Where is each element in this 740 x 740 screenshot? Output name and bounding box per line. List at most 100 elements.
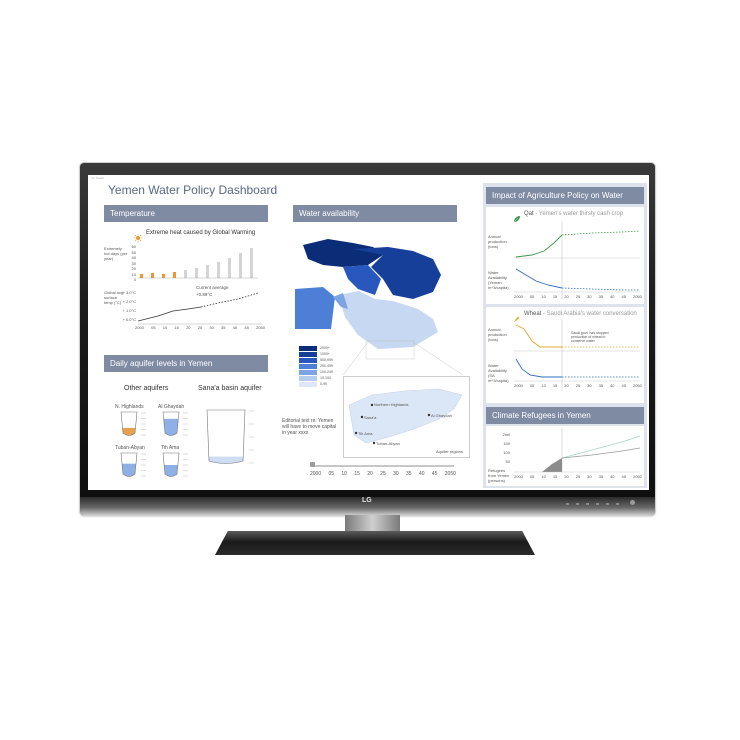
aquifer-gauge-sanaa	[206, 409, 260, 472]
tv-stand-base	[215, 531, 535, 555]
lower-projection	[561, 447, 641, 459]
tick: 30	[587, 474, 592, 479]
tick: 2mil	[502, 432, 510, 437]
bar	[162, 274, 165, 278]
tick: 2000	[514, 383, 523, 388]
aquifer-fill	[121, 463, 137, 477]
sanaa-aquifer-label: Sana'a basin aquifer	[198, 385, 262, 392]
tick: 10	[541, 294, 546, 299]
historic-line	[138, 306, 202, 322]
editorial-note: Editorial text re: Yemen will have to mo…	[282, 418, 337, 436]
bar	[151, 273, 154, 278]
tick: 05	[529, 474, 535, 479]
bar	[228, 258, 231, 278]
tick: 30	[131, 260, 136, 266]
tv-control-button[interactable]	[576, 503, 579, 505]
bar	[195, 268, 198, 278]
tv-control-button[interactable]	[596, 503, 599, 505]
water-map	[295, 239, 441, 349]
map-region	[353, 247, 441, 299]
page-title: Yemen Water Policy Dashboard	[108, 183, 278, 197]
tick: 2000	[135, 325, 144, 330]
water-projection	[561, 287, 640, 291]
wheat-title: Wheat - Saudi Arabia's water conversatio…	[524, 311, 637, 317]
tick: 45	[621, 474, 626, 479]
inset-place-label: Al Ghaydah	[431, 413, 452, 418]
legend-item: 1000+	[299, 351, 333, 357]
bar	[140, 274, 143, 278]
tick: 45	[431, 471, 438, 477]
tick: 20	[564, 383, 569, 388]
water-line	[515, 268, 563, 289]
current-average-value: +0.89°C	[196, 292, 213, 297]
tick: 35	[598, 383, 604, 388]
tick: 40	[131, 255, 136, 260]
wheat-production-label: Annual production (tons)	[488, 327, 507, 342]
tick: 20	[131, 266, 136, 271]
extreme-days-ticks: 60 50 40 30 20 10 0	[126, 244, 136, 283]
tick: 15	[552, 294, 558, 299]
tick: + 1.0°C	[122, 308, 137, 313]
tick: 45	[244, 325, 249, 330]
wheat-chart	[514, 319, 640, 391]
tick: 05	[529, 383, 535, 388]
legend-item: 10-100	[299, 375, 333, 381]
extreme-days-bars	[138, 248, 258, 279]
legend-label: 2000+	[320, 346, 330, 350]
aquifer-fill	[121, 427, 137, 436]
temperature-header: Temperature	[104, 205, 268, 222]
crop-subtitle: - Yemen's water thirsty cash crop	[535, 211, 624, 217]
legend-swatch	[299, 357, 317, 363]
bar	[184, 270, 187, 278]
refugees-x-axis: 2000 05 10 15 20 25 30 35 40 45 2050	[514, 474, 642, 479]
tick: 2050	[632, 474, 642, 479]
tick: 25	[197, 325, 203, 330]
legend-swatch	[299, 351, 317, 357]
legend-label: 250-499	[320, 364, 333, 368]
inset-legend: Aquifer regions	[436, 449, 463, 454]
wheat-x-axis: 2000 05 10 15 20 25 30 35 40 45 2050	[514, 383, 642, 388]
tick: 35	[598, 294, 604, 299]
tick: 2000	[514, 294, 523, 299]
tick: 15	[552, 474, 558, 479]
sun-icon	[134, 229, 142, 242]
inset-place-label: Tuban-Abyan	[376, 441, 400, 446]
tv-control-button[interactable]	[606, 503, 609, 505]
tick: 10	[541, 474, 546, 479]
aquifer-name: Al Ghaydah	[158, 404, 185, 410]
refugees-y-ticks: 2mil 150 100 50	[498, 430, 510, 466]
legend-swatch	[299, 375, 317, 381]
legend-label: 0-99	[320, 382, 328, 386]
aquifer-fill	[163, 418, 179, 436]
tv-control-button[interactable]	[566, 503, 569, 505]
tv-control-button[interactable]	[616, 503, 619, 505]
tick: 45	[621, 383, 626, 388]
bar-series	[140, 248, 253, 278]
surface-temp-ticks: + 3.0°C + 2.0°C + 1.0°C + 0.0°C	[118, 288, 137, 324]
refugee-area	[542, 458, 562, 472]
tick: + 2.0°C	[122, 299, 137, 304]
surface-temp-label: Global avg. surface temp (°C)	[104, 290, 125, 305]
power-button[interactable]	[630, 500, 635, 505]
tv-stand-neck	[345, 515, 400, 533]
map-region	[333, 293, 348, 309]
tick: 40	[610, 474, 615, 479]
tick: 10	[541, 383, 546, 388]
year-slider-track[interactable]	[312, 465, 454, 467]
map-legend: 2000+ 1000+ 500-999 250-499 100-249 10-100 0-9…	[299, 345, 333, 387]
tv-control-button[interactable]	[586, 503, 589, 505]
production-line	[515, 324, 562, 348]
year-slider-handle[interactable]	[310, 462, 315, 467]
current-average-label: Current average	[196, 285, 229, 290]
tv-corner-label: LG Smart	[91, 176, 104, 180]
qat-title: Qat - Yemen's water thirsty cash crop	[524, 211, 623, 217]
inset-map: Northern Highlands Sana'a Al Ghaydah Tih…	[343, 376, 470, 458]
tick: + 0.0°C	[122, 317, 137, 322]
agriculture-header: Impact of Agriculture Policy on Water	[486, 187, 644, 204]
tick: 50	[131, 249, 136, 255]
tick: 25	[380, 471, 386, 477]
tick: 30	[209, 325, 214, 330]
map-region	[303, 239, 383, 267]
qat-water-label: Water Availability (Yemen m^3/capita)	[488, 270, 509, 290]
map-region	[343, 265, 381, 295]
